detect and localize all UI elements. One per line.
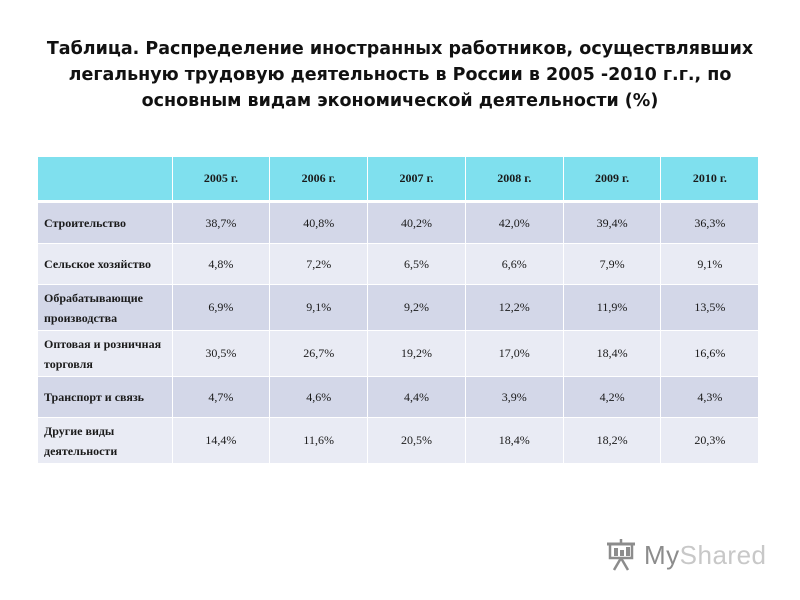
table-cell: 38,7% bbox=[172, 201, 271, 244]
header-cell-year: 2007 г. bbox=[367, 157, 466, 203]
row-label: Строительство bbox=[38, 201, 173, 244]
table-cell: 19,2% bbox=[367, 330, 466, 377]
table-cell: 11,9% bbox=[563, 284, 662, 331]
title-line-2: легальную трудовую деятельность в России… bbox=[68, 65, 732, 85]
presentation-board-icon bbox=[604, 538, 638, 572]
table-row: Строительство 38,7% 40,8% 40,2% 42,0% 39… bbox=[38, 201, 760, 244]
table-cell: 13,5% bbox=[660, 284, 760, 331]
table-cell: 30,5% bbox=[172, 330, 271, 377]
row-label: Транспорт и связь bbox=[38, 376, 173, 418]
title-line-3: основным видам экономической деятельност… bbox=[141, 91, 659, 111]
table-cell: 9,2% bbox=[367, 284, 466, 331]
table-cell: 26,7% bbox=[269, 330, 369, 377]
header-cell-corner bbox=[38, 157, 173, 203]
header-cell-year: 2005 г. bbox=[172, 157, 271, 203]
table-cell: 7,9% bbox=[563, 243, 662, 285]
table-cell: 14,4% bbox=[172, 417, 271, 464]
table-cell: 12,2% bbox=[465, 284, 564, 331]
logo-wordmark: MyShared bbox=[644, 540, 767, 571]
table-cell: 4,6% bbox=[269, 376, 369, 418]
header-cell-year: 2008 г. bbox=[465, 157, 564, 203]
logo-text-shared: Shared bbox=[679, 539, 767, 570]
table-cell: 9,1% bbox=[660, 243, 760, 285]
table-row: Оптовая и розничная торговля 30,5% 26,7%… bbox=[38, 330, 760, 377]
table-cell: 20,3% bbox=[660, 417, 760, 464]
table-row: Сельское хозяйство 4,8% 7,2% 6,5% 6,6% 7… bbox=[38, 243, 760, 285]
table-cell: 3,9% bbox=[465, 376, 564, 418]
table-cell: 17,0% bbox=[465, 330, 564, 377]
header-cell-year: 2006 г. bbox=[269, 157, 369, 203]
table-cell: 18,4% bbox=[465, 417, 564, 464]
table-cell: 42,0% bbox=[465, 201, 564, 244]
table-cell: 6,9% bbox=[172, 284, 271, 331]
myshared-logo: MyShared bbox=[604, 538, 767, 572]
table-cell: 40,8% bbox=[269, 201, 369, 244]
table-cell: 20,5% bbox=[367, 417, 466, 464]
row-label: Сельское хозяйство bbox=[38, 243, 173, 285]
statistics-table: 2005 г. 2006 г. 2007 г. 2008 г. 2009 г. … bbox=[38, 157, 760, 464]
table-cell: 16,6% bbox=[660, 330, 760, 377]
table-cell: 39,4% bbox=[563, 201, 662, 244]
row-label: Другие виды деятельности bbox=[38, 417, 173, 464]
logo-text-my: My bbox=[644, 539, 680, 570]
table-cell: 18,2% bbox=[563, 417, 662, 464]
row-label: Обрабатывающие производства bbox=[38, 284, 173, 331]
header-cell-year: 2009 г. bbox=[563, 157, 662, 203]
table-cell: 6,6% bbox=[465, 243, 564, 285]
table-row: Обрабатывающие производства 6,9% 9,1% 9,… bbox=[38, 284, 760, 331]
table-row: Другие виды деятельности 14,4% 11,6% 20,… bbox=[38, 417, 760, 464]
table-cell: 4,2% bbox=[563, 376, 662, 418]
table-cell: 36,3% bbox=[660, 201, 760, 244]
title-line-1: Таблица. Распределение иностранных работ… bbox=[46, 39, 754, 59]
table-cell: 40,2% bbox=[367, 201, 466, 244]
table-cell: 9,1% bbox=[269, 284, 369, 331]
table-cell: 4,3% bbox=[660, 376, 760, 418]
row-label: Оптовая и розничная торговля bbox=[38, 330, 173, 377]
table-cell: 4,8% bbox=[172, 243, 271, 285]
table-cell: 11,6% bbox=[269, 417, 369, 464]
page-title: Таблица. Распределение иностранных работ… bbox=[40, 36, 760, 114]
table-cell: 7,2% bbox=[269, 243, 369, 285]
table-cell: 18,4% bbox=[563, 330, 662, 377]
header-cell-year: 2010 г. bbox=[660, 157, 760, 203]
table-row: Транспорт и связь 4,7% 4,6% 4,4% 3,9% 4,… bbox=[38, 376, 760, 418]
table-header-row: 2005 г. 2006 г. 2007 г. 2008 г. 2009 г. … bbox=[38, 157, 760, 203]
table-cell: 4,4% bbox=[367, 376, 466, 418]
table-cell: 4,7% bbox=[172, 376, 271, 418]
table-cell: 6,5% bbox=[367, 243, 466, 285]
